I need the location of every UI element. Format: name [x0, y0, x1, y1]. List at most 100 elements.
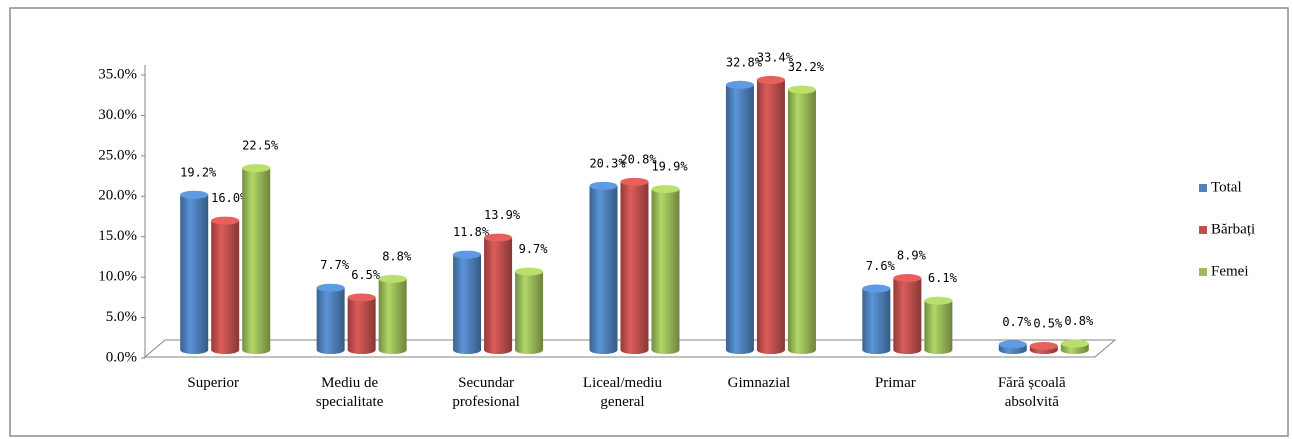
- y-tick-label: 10.0%: [98, 269, 137, 285]
- x-tick-label: Primar: [874, 375, 916, 391]
- bar-body: [453, 254, 482, 354]
- value-label: 32.8%: [726, 55, 763, 69]
- bar-body: [620, 181, 649, 354]
- bar: [515, 267, 544, 354]
- bar: [893, 274, 922, 354]
- y-tick-label: 20.0%: [98, 188, 137, 204]
- bar-body: [242, 168, 271, 355]
- bar-body: [180, 194, 209, 354]
- bar-body: [862, 288, 891, 354]
- bar-top: [787, 85, 816, 94]
- value-label: 20.3%: [589, 156, 626, 170]
- value-label: 32.2%: [788, 60, 825, 74]
- bar-top: [1060, 339, 1089, 348]
- bar: [787, 85, 816, 354]
- x-tick-label: Secundar profesional: [452, 375, 520, 410]
- bar: [1029, 341, 1058, 354]
- value-label: 9.7%: [519, 242, 549, 256]
- legend-label: Femei: [1211, 263, 1249, 279]
- value-label: 8.8%: [382, 249, 412, 263]
- y-tick-label: 25.0%: [98, 147, 137, 163]
- bar-top: [515, 267, 544, 276]
- bar-top: [1029, 341, 1058, 350]
- bar: [1060, 339, 1089, 354]
- bar-top: [211, 216, 240, 225]
- bar-body: [347, 297, 376, 354]
- x-tick-label: Mediu de specialitate: [315, 375, 384, 410]
- bar: [347, 293, 376, 354]
- y-tick-label: 5.0%: [106, 309, 137, 325]
- legend-swatch: [1199, 226, 1207, 234]
- bar: [453, 250, 482, 354]
- value-label: 19.2%: [180, 165, 217, 179]
- value-label: 0.7%: [1002, 315, 1032, 329]
- y-tick-label: 15.0%: [98, 228, 137, 244]
- y-tick-label: 30.0%: [98, 107, 137, 123]
- bar: [316, 283, 345, 354]
- bar-body: [651, 189, 680, 354]
- bar-top: [998, 340, 1027, 349]
- legend-swatch: [1199, 184, 1207, 192]
- bar-top: [180, 190, 209, 199]
- bar: [862, 284, 891, 354]
- bar-top: [862, 284, 891, 293]
- bar-top: [242, 164, 271, 173]
- value-label: 19.9%: [651, 160, 688, 174]
- legend-swatch: [1199, 268, 1207, 276]
- bar-body: [378, 278, 407, 354]
- bar-top: [453, 250, 482, 259]
- bar-top: [484, 233, 513, 242]
- value-label: 6.1%: [928, 271, 958, 285]
- bar: [998, 340, 1027, 354]
- bar: [589, 181, 618, 354]
- bar-top: [725, 80, 754, 89]
- legend-label: Bărbați: [1211, 221, 1255, 237]
- value-label: 7.6%: [866, 259, 896, 273]
- x-tick-label: Gimnazial: [727, 375, 791, 391]
- y-tick-label: 0.0%: [106, 349, 137, 365]
- bar: [756, 75, 785, 355]
- y-tick-label: 35.0%: [98, 66, 137, 82]
- bar-top: [756, 75, 785, 84]
- bar-top: [378, 274, 407, 283]
- bar-body: [893, 278, 922, 354]
- value-label: 0.8%: [1064, 314, 1094, 328]
- bar: [180, 190, 209, 354]
- value-label: 20.8%: [620, 152, 657, 166]
- bar: [651, 185, 680, 354]
- bar: [725, 80, 754, 354]
- bar-body: [515, 271, 544, 354]
- value-label: 16.0%: [211, 191, 248, 205]
- value-label: 33.4%: [757, 50, 794, 64]
- bar-body: [924, 300, 953, 354]
- bar-body: [211, 220, 240, 354]
- bar-body: [316, 287, 345, 354]
- bar: [211, 216, 240, 354]
- bar-top: [347, 293, 376, 302]
- bar: [484, 233, 513, 354]
- value-label: 22.5%: [242, 139, 279, 153]
- value-label: 13.9%: [484, 208, 521, 222]
- bar-top: [893, 274, 922, 283]
- bar-body: [484, 237, 513, 354]
- value-label: 7.7%: [320, 258, 350, 272]
- bar-top: [589, 181, 618, 190]
- bar-body: [725, 84, 754, 354]
- bar: [924, 296, 953, 354]
- value-label: 6.5%: [351, 268, 381, 282]
- bar-top: [651, 185, 680, 194]
- bar-top: [620, 177, 649, 186]
- value-label: 8.9%: [897, 249, 927, 263]
- bar: [242, 164, 271, 355]
- bar-body: [589, 185, 618, 354]
- value-label: 11.8%: [453, 225, 490, 239]
- bar-top: [924, 296, 953, 305]
- bar-body: [756, 79, 785, 355]
- value-label: 0.5%: [1033, 316, 1063, 330]
- bar-body: [787, 89, 816, 354]
- bar-top: [316, 283, 345, 292]
- x-tick-label: Liceal/mediu general: [582, 375, 663, 410]
- bar: [378, 274, 407, 354]
